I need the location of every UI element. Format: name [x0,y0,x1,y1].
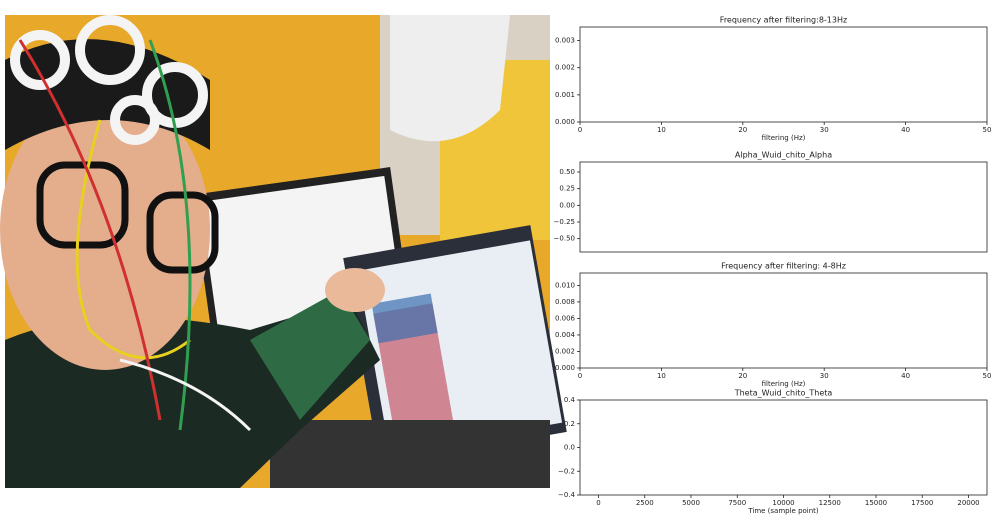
y-tick-label: 0.00 [559,201,575,209]
x-tick-label: 40 [901,372,910,380]
chart-title: Theta_Wuid_chito_Theta [734,389,833,398]
x-tick-label: 15000 [865,499,887,507]
x-tick-label: 10000 [772,499,794,507]
axes-frame [579,26,988,123]
x-tick-label: 10 [657,372,666,380]
y-tick-label: −0.25 [554,218,575,226]
x-tick-label: 0 [596,499,600,507]
y-tick-label: 0.004 [555,331,576,339]
y-tick-label: 0.010 [555,281,575,289]
y-tick-label: 0.25 [559,185,575,193]
y-tick-label: 0.008 [555,298,575,306]
x-tick-label: 50 [983,126,992,134]
y-tick-label: 0.000 [555,118,575,126]
photo [0,15,567,488]
y-tick-label: 0.002 [555,64,575,72]
y-tick-label: 0.003 [555,37,575,45]
axes-frame [579,399,988,496]
x-tick-label: 10 [657,126,666,134]
chart-title: Frequency after filtering:8-13Hz [720,16,847,25]
y-tick-label: −0.2 [558,467,575,475]
chart-title: Alpha_Wuid_chito_Alpha [735,151,832,160]
chart-title: Frequency after filtering: 4-8Hz [721,262,846,271]
y-tick-label: 0.2 [564,420,575,428]
y-tick-label: 0.50 [559,168,575,176]
y-tick-label: −0.50 [554,235,575,243]
x-tick-label: 2500 [636,499,654,507]
x-tick-label: 0 [578,126,582,134]
x-tick-label: 20 [738,372,747,380]
x-tick-label: 0 [578,372,582,380]
x-tick-label: 5000 [682,499,700,507]
x-tick-label: 30 [820,126,829,134]
x-axis-label: Time (sample point) [747,507,819,515]
axes-frame [579,161,988,253]
x-axis-label: filtering (Hz) [762,134,806,142]
charts: Frequency after filtering:8-13Hz0.0000.0… [554,16,992,516]
y-tick-label: 0.000 [555,364,575,372]
y-tick-label: −0.4 [558,491,576,499]
x-tick-label: 30 [820,372,829,380]
y-tick-label: 0.0 [564,444,575,452]
y-tick-label: 0.4 [564,396,576,404]
y-tick-label: 0.002 [555,347,575,355]
x-tick-label: 12500 [819,499,841,507]
x-tick-label: 17500 [911,499,933,507]
axes-frame [579,272,988,369]
x-tick-label: 40 [901,126,910,134]
x-tick-label: 50 [983,372,992,380]
y-tick-label: 0.006 [555,314,576,322]
x-tick-label: 7500 [728,499,746,507]
x-axis-label: filtering (Hz) [762,380,806,388]
x-tick-label: 20000 [957,499,979,507]
y-tick-label: 0.001 [555,91,575,99]
x-tick-label: 20 [738,126,747,134]
